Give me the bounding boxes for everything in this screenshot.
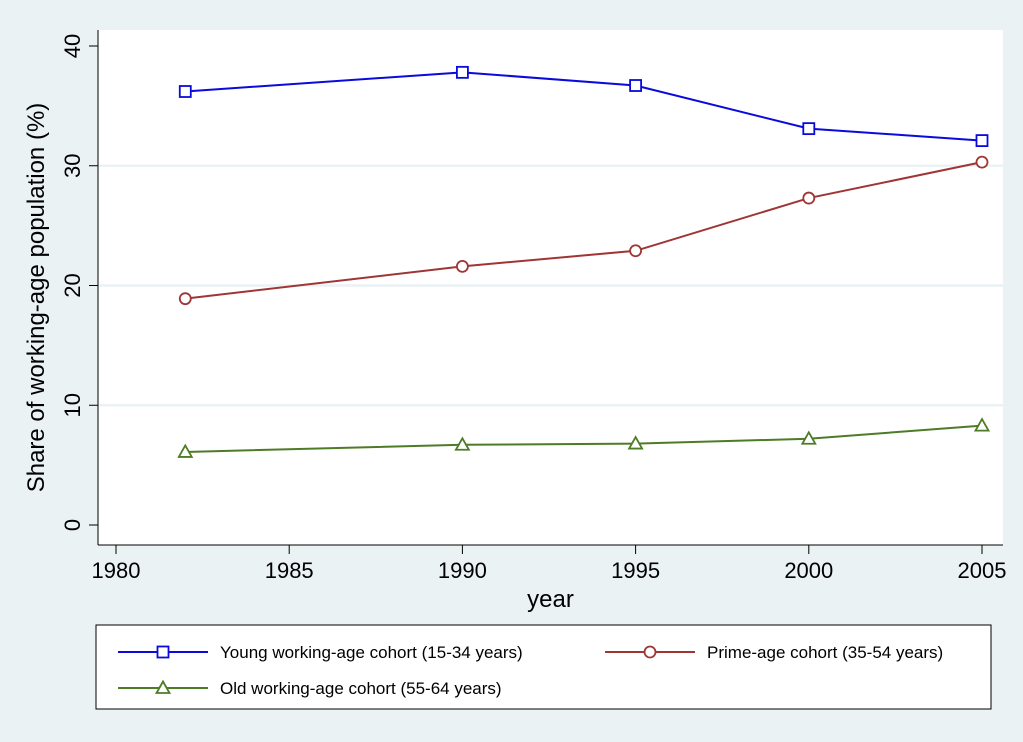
series-layer bbox=[177, 65, 991, 458]
data-point bbox=[973, 417, 991, 432]
data-point bbox=[178, 292, 192, 306]
axes: 0 10 20 30 40 1980 1985 1990 1995 2000 2005 bbox=[60, 30, 1006, 583]
data-point bbox=[802, 191, 816, 205]
data-point bbox=[454, 436, 471, 451]
data-point bbox=[802, 122, 816, 136]
series-3 bbox=[177, 417, 991, 458]
y-tick-label: 20 bbox=[60, 273, 85, 297]
data-point bbox=[627, 435, 644, 450]
x-tick-label: 2005 bbox=[958, 558, 1007, 583]
legend-label: Old working-age cohort (55-64 years) bbox=[220, 679, 502, 698]
series-1 bbox=[178, 65, 989, 148]
data-point bbox=[629, 244, 642, 258]
legend-label: Young working-age cohort (15-34 years) bbox=[220, 643, 523, 662]
legend-entry-1: Young working-age cohort (15-34 years) bbox=[118, 643, 523, 662]
plot-area bbox=[98, 30, 1003, 545]
data-point bbox=[177, 443, 194, 458]
legend bbox=[95, 624, 992, 710]
y-tick-label: 30 bbox=[60, 154, 85, 178]
data-point bbox=[975, 155, 989, 169]
grid-lines bbox=[99, 164, 1003, 407]
y-tick-label: 0 bbox=[60, 519, 85, 531]
legend-items: Young working-age cohort (15-34 years) Pr… bbox=[118, 643, 943, 698]
legend-entry-3: Old working-age cohort (55-64 years) bbox=[118, 679, 502, 698]
data-point bbox=[455, 65, 469, 79]
legend-marker bbox=[154, 679, 172, 694]
data-point bbox=[629, 79, 642, 92]
data-point bbox=[455, 259, 469, 273]
x-tick-label: 1985 bbox=[265, 558, 314, 583]
legend-label: Prime-age cohort (35-54 years) bbox=[707, 643, 943, 662]
x-tick-label: 1980 bbox=[92, 558, 141, 583]
x-tick-label: 1995 bbox=[611, 558, 660, 583]
x-axis-label: year bbox=[527, 586, 574, 613]
data-point bbox=[800, 430, 817, 445]
legend-marker bbox=[156, 645, 170, 659]
series-2 bbox=[178, 155, 989, 306]
legend-entry-2: Prime-age cohort (35-54 years) bbox=[605, 643, 943, 662]
y-tick-label: 40 bbox=[60, 34, 85, 58]
y-tick-label: 10 bbox=[60, 393, 85, 417]
x-tick-label: 1990 bbox=[438, 558, 487, 583]
data-point bbox=[178, 85, 192, 98]
data-point bbox=[975, 134, 989, 148]
y-axis-label: Share of working-age population (%) bbox=[23, 103, 50, 493]
legend-marker bbox=[643, 645, 657, 659]
x-tick-label: 2000 bbox=[784, 558, 833, 583]
